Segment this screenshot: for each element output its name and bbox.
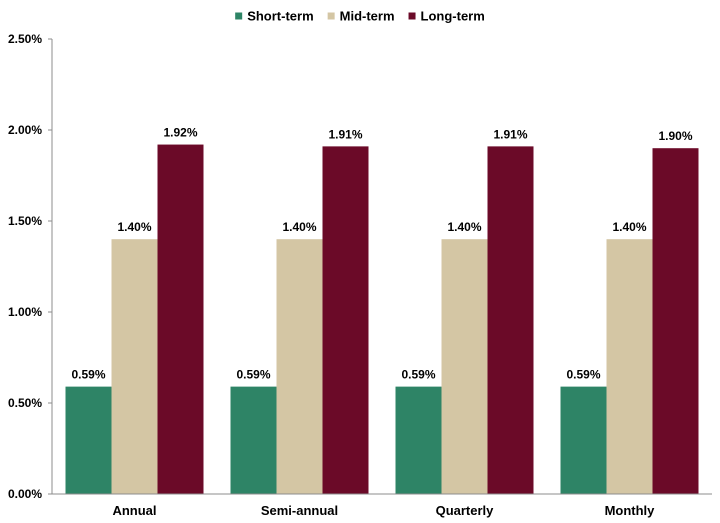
bar-mid-term-monthly (606, 239, 653, 494)
legend: Short-term Mid-term Long-term (235, 9, 485, 24)
x-tick-label: Monthly (605, 503, 656, 518)
data-label: 0.59% (401, 368, 435, 382)
bar-long-term-monthly (652, 148, 699, 494)
x-tick-label: Semi-annual (261, 503, 338, 518)
x-tick-label: Annual (112, 503, 156, 518)
y-tick-label: 0.50% (8, 396, 42, 410)
legend-swatch (235, 12, 243, 20)
bar-long-term-semi-annual (322, 146, 369, 494)
data-label: 0.59% (71, 368, 105, 382)
bar-mid-term-quarterly (441, 239, 488, 494)
data-label: 1.91% (328, 127, 362, 141)
bar-mid-term-semi-annual (276, 239, 323, 494)
bar-long-term-quarterly (487, 146, 534, 494)
bar-short-term-annual (65, 386, 112, 494)
x-tick-label: Quarterly (436, 503, 495, 518)
bar-short-term-semi-annual (230, 386, 277, 494)
data-labels: 0.59% 1.40% 1.92% 0.59% 1.40% 1.91% 0.59% 1.40%… (71, 126, 692, 382)
legend-label: Short-term (247, 9, 313, 24)
y-tick-label: 1.00% (8, 305, 42, 319)
bar-short-term-monthly (560, 386, 607, 494)
y-tick-label: 1.50% (8, 214, 42, 228)
data-label: 1.40% (447, 220, 481, 234)
data-label: 1.92% (163, 126, 197, 140)
data-label: 1.90% (658, 129, 692, 143)
data-label: 1.40% (612, 220, 646, 234)
legend-label: Long-term (421, 9, 485, 24)
bars (65, 144, 699, 494)
bar-short-term-quarterly (395, 386, 442, 494)
x-axis: Annual Semi-annual Quarterly Monthly (52, 493, 712, 518)
y-tick-label: 0.00% (8, 487, 42, 501)
legend-label: Mid-term (340, 9, 395, 24)
data-label: 0.59% (566, 368, 600, 382)
y-tick-label: 2.50% (8, 32, 42, 46)
data-label: 1.40% (282, 220, 316, 234)
y-axis: 0.00% 0.50% 1.00% 1.50% 2.00% 2.50% (8, 32, 53, 501)
bar-mid-term-annual (111, 239, 158, 494)
bar-long-term-annual (157, 144, 204, 494)
data-label: 1.91% (493, 127, 527, 141)
legend-swatch (327, 12, 335, 20)
data-label: 0.59% (236, 368, 270, 382)
y-tick-label: 2.00% (8, 123, 42, 137)
data-label: 1.40% (117, 220, 151, 234)
legend-swatch (408, 12, 416, 20)
